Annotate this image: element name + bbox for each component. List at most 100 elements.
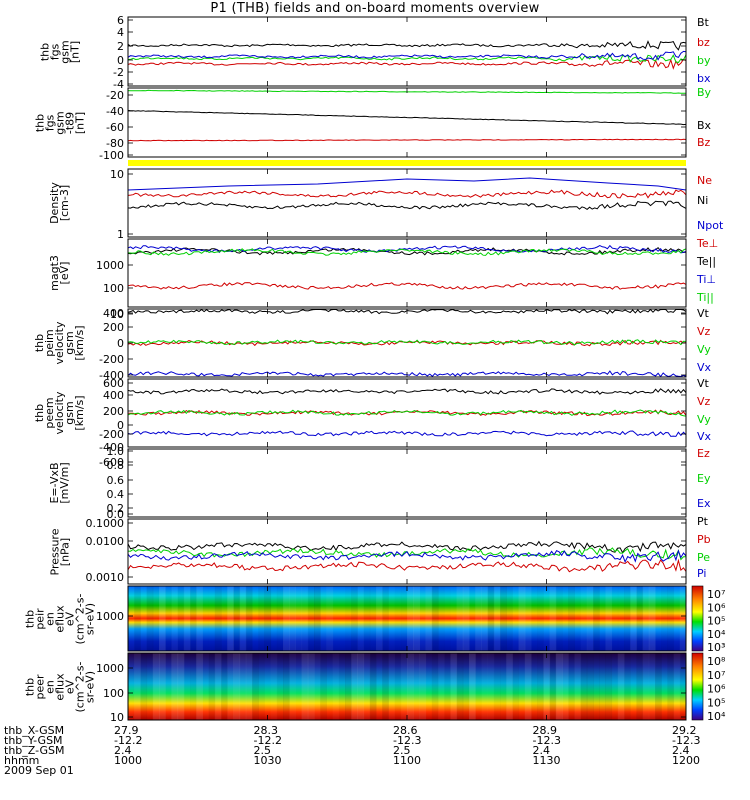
series-pressure-Pi (127, 549, 687, 564)
footer-row-label: thb_X-GSM (4, 724, 65, 737)
y-tick-label: 0.8 (107, 459, 125, 472)
y-tick-label: -40 (106, 105, 124, 118)
y-tick-label: 0.6 (107, 474, 125, 487)
panel-frame (127, 448, 687, 518)
legend-temperature-Ti⊥: Ti⊥ (696, 273, 716, 286)
footer-value-y: -12.3 (532, 734, 561, 747)
series-density-Npot (127, 177, 687, 191)
y-tick-label: 10 (110, 308, 124, 321)
ylabel-fgs: thb fgs gsm [nT] (20, 17, 100, 86)
legend-density-Ni: Ni (697, 194, 708, 207)
panel-pressure: Pt Pb Pe Pi 0.1000 0.0100 0.0010 (86, 515, 711, 585)
legend-pressure-Pb: Pb (697, 533, 711, 546)
y-tick-label: 0.2 (107, 502, 125, 515)
status-bar (128, 160, 686, 166)
ylabel-line: sr-eV) (83, 670, 96, 703)
ylabel-peem-velocity: thb peem velocity gsm [km/s] (20, 379, 100, 447)
y-tick-label: -20 (106, 89, 124, 102)
legend-efield-Ez: Ez (697, 447, 710, 460)
colorbar-tick: 10⁴ (707, 710, 726, 723)
footer-value-x: 27.9 (114, 724, 139, 737)
legend-peim-velocity-Vz: Vz (697, 325, 711, 338)
ylabel-temperature: magt3 [eV] (20, 239, 100, 307)
footer-row-label: thb_Y-GSM (4, 734, 63, 747)
series-fgs-bz (127, 58, 687, 70)
legend-peim-velocity-Vt: Vt (697, 307, 710, 320)
y-tick-label: 200 (103, 405, 124, 418)
series-temperature-Ti|| (127, 248, 687, 256)
spectrogram-peir (128, 586, 686, 651)
y-tick-label: 1000 (96, 610, 124, 623)
legend-fgs-t89-Bz: Bz (697, 136, 711, 149)
legend-fgs-Bt: Bt (697, 16, 710, 29)
legend-fgs-bx: bx (697, 72, 711, 85)
ylabel-peer: thb peer en eflux eV (cm^2-s-sr-eV) (20, 653, 100, 720)
series-pressure-Pt (127, 540, 687, 554)
y-tick-label: 200 (103, 321, 124, 334)
footer-value-y: -12.2 (114, 734, 143, 747)
ylabel-pressure: Pressure [nPa] (20, 519, 100, 584)
y-tick-label: 0.0010 (86, 571, 125, 584)
ylabel-peir: thb peir en eflux eV (cm^2-s-sr-eV) (20, 586, 100, 651)
y-tick-label: 10 (110, 168, 124, 181)
ylabel-line: [nT] (68, 40, 81, 63)
ylabel-line: [nT] (73, 111, 86, 134)
footer-value-t: 1200 (672, 754, 700, 767)
y-tick-label: -80 (106, 137, 124, 150)
footer-value-y: -12.2 (253, 734, 282, 747)
panel-density: Ne Ni Npot 10 1 (110, 168, 724, 241)
ylabel-line: [eV] (58, 261, 71, 285)
y-tick-label: -100 (99, 149, 124, 162)
series-fgs-by (127, 53, 687, 64)
legend-density-Ne: Ne (697, 174, 712, 187)
plot-title: P1 (THB) fields and on-board moments ove… (210, 1, 540, 16)
series-fgs-t89-Bz (127, 138, 687, 142)
y-tick-label: -2 (113, 66, 124, 79)
legend-fgs-t89-By: By (697, 86, 712, 99)
y-tick-label: 1000 (96, 259, 124, 272)
ylabel-line: [km/s] (73, 325, 86, 361)
footer-value-t: 1130 (532, 754, 561, 767)
ylabel-line: sr-eV) (83, 602, 96, 635)
ylabel-fgs-t89: thb fgs gsm -t89 [nT] (20, 88, 100, 157)
footer-value-y: -12.3 (393, 734, 422, 747)
y-tick-label: 400 (103, 307, 124, 320)
colorbar-tick: 10⁵ (707, 615, 725, 628)
footer-value-z: 2.4 (114, 744, 132, 757)
legend-fgs-bz: bz (697, 36, 710, 49)
legend-efield-Ey: Ey (697, 472, 711, 485)
ylabel-efield: E=-VxB [mV/m] (20, 449, 100, 517)
legend-peem-velocity-Vy: Vy (697, 413, 711, 426)
footer-row-label: thb_Z-GSM (4, 744, 65, 757)
series-peim-velocity-Vy (127, 339, 687, 346)
y-tick-label: 400 (103, 389, 124, 402)
legend-peem-velocity-Vx: Vx (697, 430, 712, 443)
series-density-Ne (127, 189, 687, 199)
ylabel-peim-velocity: thb peim velocity gsm [km/s] (20, 309, 100, 377)
y-tick-label: -4 (113, 78, 124, 91)
ylabel-line: [cm-3] (58, 184, 71, 222)
y-tick-label: 0.0100 (86, 535, 125, 548)
colorbar-tick: 10³ (707, 641, 725, 654)
footer-value-z: 2.4 (672, 744, 690, 757)
legend-pressure-Pe: Pe (697, 551, 710, 564)
legend-peem-velocity-Vt: Vt (697, 377, 710, 390)
footer-value-y: -12.3 (672, 734, 701, 747)
footer-value-z: 2.5 (253, 744, 272, 757)
ylabel-density: Density [cm-3] (20, 169, 100, 237)
colorbar-tick: 10⁵ (707, 696, 725, 709)
y-tick-label: 1.0 (107, 445, 125, 458)
legend-temperature-Ti||: Ti|| (696, 291, 714, 304)
y-tick-label: -400 (99, 441, 124, 454)
panel-frame (127, 16, 687, 87)
series-fgs-t89-Bx (127, 109, 687, 126)
y-tick-label: -200 (99, 353, 124, 366)
ylabel-line: [km/s] (73, 395, 86, 431)
colorbar-tick: 10⁶ (707, 601, 726, 614)
y-tick-label: -60 (106, 121, 124, 134)
y-tick-label: 4 (117, 26, 124, 39)
y-tick-label: 1000 (96, 662, 124, 675)
series-peem-velocity-Vy (127, 409, 687, 417)
